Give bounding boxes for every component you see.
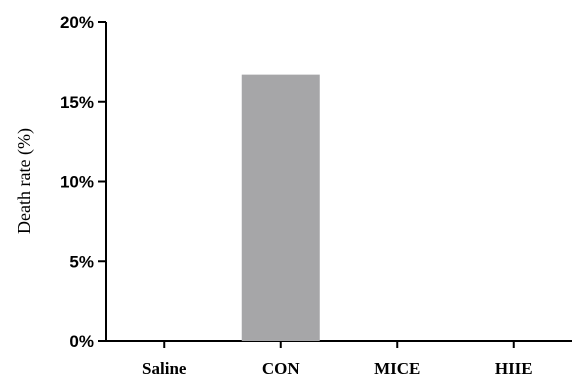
y-axis: 0% 5% 10% 15% 20%: [60, 13, 107, 351]
x-tick-label: MICE: [374, 359, 420, 378]
y-tick-label: 15%: [60, 93, 94, 112]
x-tick-label: Saline: [142, 359, 187, 378]
x-tick-label: CON: [262, 359, 301, 378]
y-axis-title: Death rate (%): [14, 128, 35, 234]
y-tick-label: 20%: [60, 13, 94, 32]
x-tick-label: HIIE: [495, 359, 533, 378]
bar-con: [241, 74, 320, 341]
y-tick-label: 10%: [60, 173, 94, 192]
y-tick-label: 0%: [69, 332, 94, 351]
y-tick-label: 5%: [69, 252, 94, 271]
x-axis: Saline CON MICE HIIE: [106, 340, 572, 378]
bars: [241, 74, 320, 341]
